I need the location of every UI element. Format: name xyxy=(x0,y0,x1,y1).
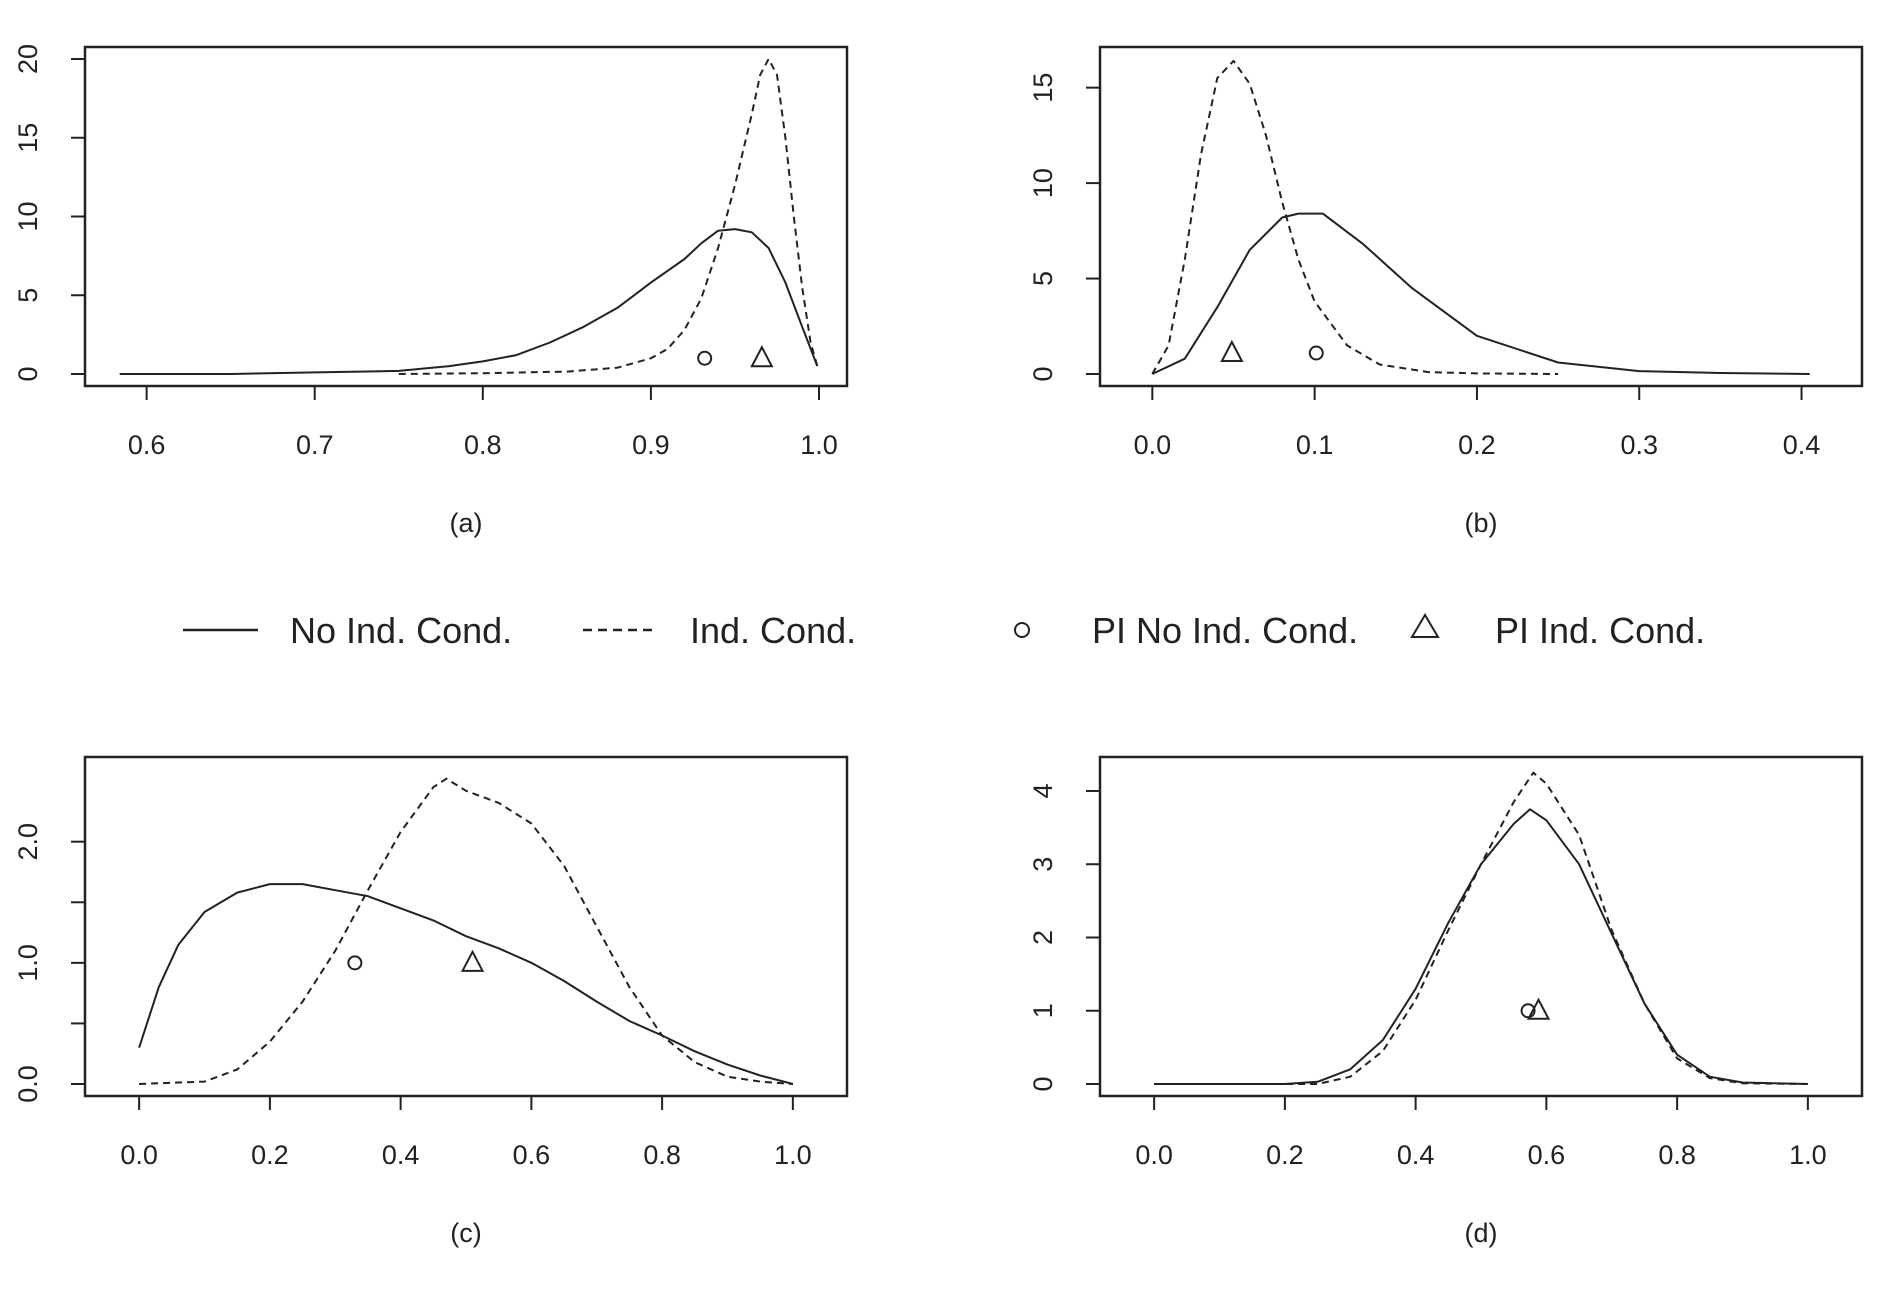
x-tick-label-a: 1.0 xyxy=(800,430,838,460)
legend-label-no-ind-cond: No Ind. Cond. xyxy=(290,610,512,651)
x-tick-label-d: 0.8 xyxy=(1658,1140,1696,1170)
y-tick-label-d: 4 xyxy=(1028,783,1058,798)
plot-frame-b xyxy=(1098,45,1864,388)
panel-caption-c: (c) xyxy=(450,1218,481,1248)
solid-density-line-b xyxy=(1151,212,1810,375)
legend-circle-symbol xyxy=(1014,622,1030,638)
x-tick-label-a: 0.9 xyxy=(632,430,670,460)
legend-label-ind-cond: Ind. Cond. xyxy=(690,610,856,651)
legend: No Ind. Cond. Ind. Cond. PI No Ind. Cond… xyxy=(183,610,1705,651)
x-tick-label-c: 0.4 xyxy=(382,1140,420,1170)
y-tick-label-a: 20 xyxy=(13,44,43,74)
plot-frame-a xyxy=(83,45,849,388)
x-tick-label-a: 0.6 xyxy=(128,430,166,460)
pi-ind-cond-marker-a xyxy=(750,345,774,368)
y-tick-label-c: 0.0 xyxy=(13,1065,43,1103)
pi-ind-cond-marker-b xyxy=(1220,339,1244,362)
plot-frame-d xyxy=(1098,755,1864,1098)
pi-no-ind-cond-marker-a xyxy=(697,350,713,366)
panel-caption-d: (d) xyxy=(1465,1218,1498,1248)
x-tick-label-c: 0.8 xyxy=(643,1140,681,1170)
x-tick-label-b: 0.1 xyxy=(1296,430,1334,460)
x-tick-label-b: 0.2 xyxy=(1458,430,1496,460)
x-tick-label-d: 0.6 xyxy=(1528,1140,1566,1170)
y-tick-label-a: 10 xyxy=(13,201,43,231)
panel-a: 0.6 0.7 0.8 0.9 1.0 0 5 10 15 20 (a) xyxy=(13,44,849,538)
y-tick-label-a: 0 xyxy=(13,366,43,381)
y-tick-label-b: 10 xyxy=(1028,168,1058,198)
x-tick-label-a: 0.8 xyxy=(464,430,502,460)
x-tick-label-c: 0.2 xyxy=(251,1140,289,1170)
solid-density-line-a xyxy=(119,228,819,375)
x-tick-label-d: 0.2 xyxy=(1266,1140,1304,1170)
y-tick-label-c: 2.0 xyxy=(13,823,43,861)
y-tick-label-d: 3 xyxy=(1028,857,1058,872)
legend-triangle-symbol xyxy=(1410,613,1440,638)
panel-b: 0.0 0.1 0.2 0.3 0.4 0 5 10 15 (b) xyxy=(1028,45,1864,538)
x-tick-label-b: 0.0 xyxy=(1134,430,1172,460)
panel-caption-b: (b) xyxy=(1465,508,1498,538)
y-tick-label-d: 2 xyxy=(1028,930,1058,945)
pi-no-ind-cond-marker-d xyxy=(1520,1003,1536,1019)
dashed-density-line-b xyxy=(1151,59,1559,375)
y-tick-label-c: 1.0 xyxy=(13,944,43,982)
y-tick-label-b: 0 xyxy=(1028,366,1058,381)
legend-label-pi-no-ind-cond: PI No Ind. Cond. xyxy=(1092,610,1358,651)
x-tick-label-b: 0.4 xyxy=(1783,430,1821,460)
solid-density-line-c xyxy=(138,883,794,1085)
x-tick-label-c: 0.0 xyxy=(120,1140,158,1170)
pi-no-ind-cond-marker-b xyxy=(1308,345,1324,361)
y-tick-label-b: 5 xyxy=(1028,271,1058,286)
pi-ind-cond-marker-d xyxy=(1526,997,1551,1020)
dashed-density-line-d xyxy=(1154,771,1808,1085)
y-tick-label-a: 5 xyxy=(13,288,43,303)
pi-no-ind-cond-marker-c xyxy=(347,955,363,971)
x-tick-label-a: 0.7 xyxy=(296,430,334,460)
y-tick-label-a: 15 xyxy=(13,123,43,153)
y-tick-label-d: 1 xyxy=(1028,1003,1058,1018)
x-tick-label-d: 0.0 xyxy=(1135,1140,1173,1170)
x-tick-label-c: 0.6 xyxy=(513,1140,551,1170)
x-tick-label-d: 1.0 xyxy=(1789,1140,1827,1170)
dashed-density-line-c xyxy=(139,777,793,1085)
panel-d: 0.0 0.2 0.4 0.6 0.8 1.0 0 1 2 3 4 (d) xyxy=(1028,755,1864,1248)
x-tick-label-c: 1.0 xyxy=(774,1140,812,1170)
y-tick-label-d: 0 xyxy=(1028,1076,1058,1091)
pi-ind-cond-marker-c xyxy=(460,949,485,972)
dashed-density-line-a xyxy=(398,58,819,375)
plot-frame-c xyxy=(83,755,849,1098)
solid-density-line-d xyxy=(1154,808,1808,1085)
y-tick-label-b: 15 xyxy=(1028,73,1058,103)
x-tick-label-d: 0.4 xyxy=(1397,1140,1435,1170)
panel-caption-a: (a) xyxy=(450,508,483,538)
x-tick-label-b: 0.3 xyxy=(1620,430,1658,460)
panel-c: 0.0 0.2 0.4 0.6 0.8 1.0 0.0 1.0 2.0 (c) xyxy=(13,755,849,1248)
legend-label-pi-ind-cond: PI Ind. Cond. xyxy=(1495,610,1705,651)
